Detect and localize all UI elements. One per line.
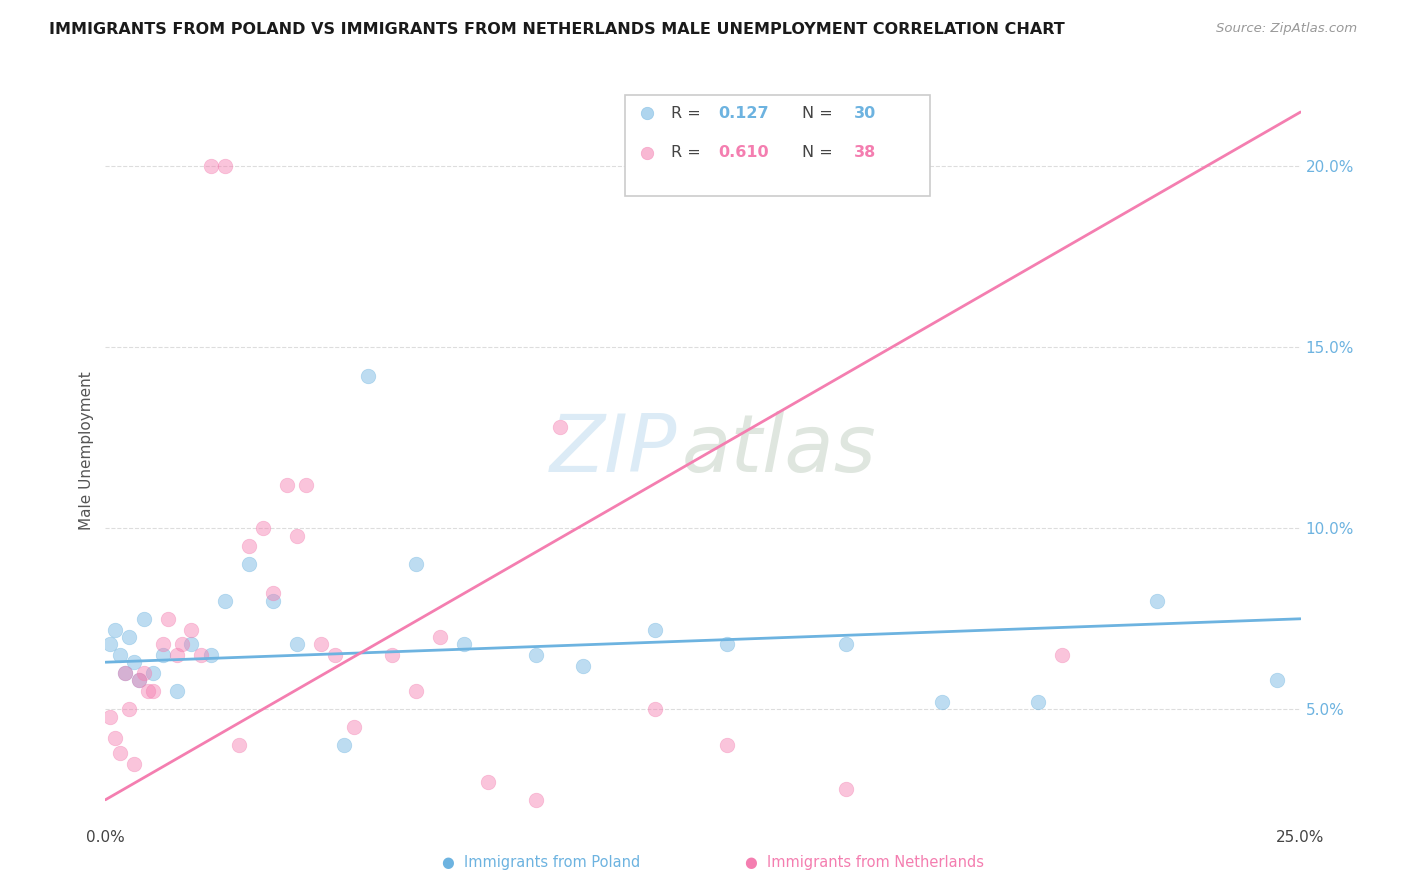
Point bbox=[295, 478, 318, 492]
Y-axis label: Male Unemployment: Male Unemployment bbox=[79, 371, 94, 530]
Text: ●  Immigrants from Poland: ● Immigrants from Poland bbox=[441, 855, 641, 870]
Text: N =: N = bbox=[803, 145, 838, 161]
Point bbox=[238, 558, 260, 572]
Text: R =: R = bbox=[671, 106, 706, 120]
Point bbox=[524, 648, 547, 662]
Point bbox=[1265, 673, 1288, 688]
Point bbox=[1146, 593, 1168, 607]
Point bbox=[132, 666, 155, 681]
Point bbox=[931, 695, 953, 709]
Point bbox=[104, 731, 127, 746]
Point bbox=[128, 673, 150, 688]
Point bbox=[132, 612, 155, 626]
Point bbox=[152, 648, 174, 662]
Point bbox=[166, 684, 188, 698]
Point bbox=[309, 637, 332, 651]
Point bbox=[405, 558, 427, 572]
Point bbox=[200, 159, 222, 173]
Point bbox=[429, 630, 451, 644]
Point bbox=[1050, 648, 1073, 662]
Point bbox=[98, 637, 121, 651]
Text: 0.610: 0.610 bbox=[718, 145, 769, 161]
Point bbox=[180, 637, 202, 651]
Point bbox=[285, 637, 308, 651]
Point bbox=[252, 521, 274, 535]
FancyBboxPatch shape bbox=[626, 95, 931, 195]
Point bbox=[228, 739, 250, 753]
Text: ZIP: ZIP bbox=[550, 411, 676, 490]
Text: Source: ZipAtlas.com: Source: ZipAtlas.com bbox=[1216, 22, 1357, 36]
Point bbox=[323, 648, 346, 662]
Point bbox=[381, 648, 404, 662]
Point bbox=[716, 637, 738, 651]
Text: 38: 38 bbox=[853, 145, 876, 161]
Point bbox=[405, 684, 427, 698]
Point bbox=[142, 666, 165, 681]
Point bbox=[548, 420, 571, 434]
Point bbox=[122, 756, 145, 771]
Point bbox=[276, 478, 298, 492]
Point bbox=[128, 673, 150, 688]
Point bbox=[214, 593, 236, 607]
Point bbox=[835, 781, 858, 796]
Point bbox=[238, 540, 260, 554]
Text: N =: N = bbox=[803, 106, 838, 120]
Point bbox=[170, 637, 193, 651]
Point bbox=[453, 637, 475, 651]
Point bbox=[524, 793, 547, 807]
Point bbox=[166, 648, 188, 662]
Point bbox=[644, 702, 666, 716]
Point bbox=[180, 623, 202, 637]
Point bbox=[152, 637, 174, 651]
Point bbox=[98, 709, 121, 723]
Point bbox=[114, 666, 136, 681]
Point bbox=[572, 658, 595, 673]
Text: ●  Immigrants from Netherlands: ● Immigrants from Netherlands bbox=[745, 855, 984, 870]
Text: atlas: atlas bbox=[682, 411, 876, 490]
Point bbox=[1026, 695, 1049, 709]
Point bbox=[343, 720, 366, 734]
Point bbox=[118, 630, 141, 644]
Point bbox=[835, 637, 858, 651]
Point bbox=[104, 623, 127, 637]
Point bbox=[214, 159, 236, 173]
Point bbox=[118, 702, 141, 716]
Point bbox=[156, 612, 179, 626]
Point bbox=[477, 774, 499, 789]
Point bbox=[262, 586, 284, 600]
Point bbox=[108, 746, 131, 760]
Point bbox=[644, 623, 666, 637]
Text: R =: R = bbox=[671, 145, 706, 161]
Text: 30: 30 bbox=[853, 106, 876, 120]
Point bbox=[357, 369, 380, 384]
Point bbox=[200, 648, 222, 662]
Point bbox=[333, 739, 356, 753]
Text: 0.127: 0.127 bbox=[718, 106, 769, 120]
Point bbox=[285, 528, 308, 542]
Point bbox=[122, 655, 145, 669]
Text: IMMIGRANTS FROM POLAND VS IMMIGRANTS FROM NETHERLANDS MALE UNEMPLOYMENT CORRELAT: IMMIGRANTS FROM POLAND VS IMMIGRANTS FRO… bbox=[49, 22, 1064, 37]
Point bbox=[114, 666, 136, 681]
Point bbox=[190, 648, 212, 662]
Point bbox=[138, 684, 160, 698]
Point bbox=[262, 593, 284, 607]
Point bbox=[108, 648, 131, 662]
Point bbox=[142, 684, 165, 698]
Point bbox=[716, 739, 738, 753]
